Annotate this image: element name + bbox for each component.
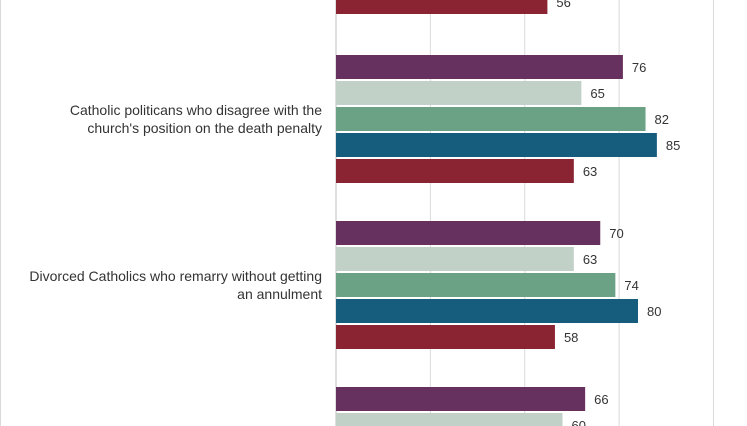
bar-group3-4 — [336, 299, 638, 323]
bar-group2-2 — [336, 81, 582, 105]
category-label-group3-line1: Divorced Catholics who remarry without g… — [29, 268, 322, 284]
category-label-group2-line1: Catholic politicans who disagree with th… — [70, 102, 322, 118]
data-label-group2-2: 65 — [590, 86, 604, 101]
data-label-group4-1: 66 — [594, 392, 608, 407]
data-label-group4-2: 60 — [572, 418, 586, 426]
bar-group3-5 — [336, 325, 555, 349]
bar-group4-1 — [336, 387, 586, 411]
data-label-group1-1: 56 — [556, 0, 570, 10]
bar-group3-1 — [336, 221, 601, 245]
bar-group2-3 — [336, 107, 646, 131]
bar-group2-5 — [336, 159, 574, 183]
bar-group3-3 — [336, 273, 616, 297]
bar-group3-2 — [336, 247, 574, 271]
data-label-group2-1: 76 — [632, 60, 646, 75]
data-label-group2-4: 85 — [666, 138, 680, 153]
bar-group1-1 — [336, 0, 548, 14]
bars — [336, 0, 657, 426]
data-label-group2-3: 82 — [655, 112, 669, 127]
data-label-group3-1: 70 — [609, 226, 623, 241]
category-label-group3-line2: an annulment — [237, 286, 322, 302]
labels: 56 76 65 82 85 63 Catholic politicans who disa… — [29, 0, 680, 426]
data-label-group3-3: 74 — [624, 278, 638, 293]
data-label-group3-4: 80 — [647, 304, 661, 319]
category-label-group2-line2: church's position on the death penalty — [87, 120, 322, 136]
data-label-group3-2: 63 — [583, 252, 597, 267]
bar-group2-4 — [336, 133, 657, 157]
bar-group2-1 — [336, 55, 623, 79]
bar-group4-2 — [336, 413, 563, 426]
data-label-group3-5: 58 — [564, 330, 578, 345]
data-label-group2-5: 63 — [583, 164, 597, 179]
